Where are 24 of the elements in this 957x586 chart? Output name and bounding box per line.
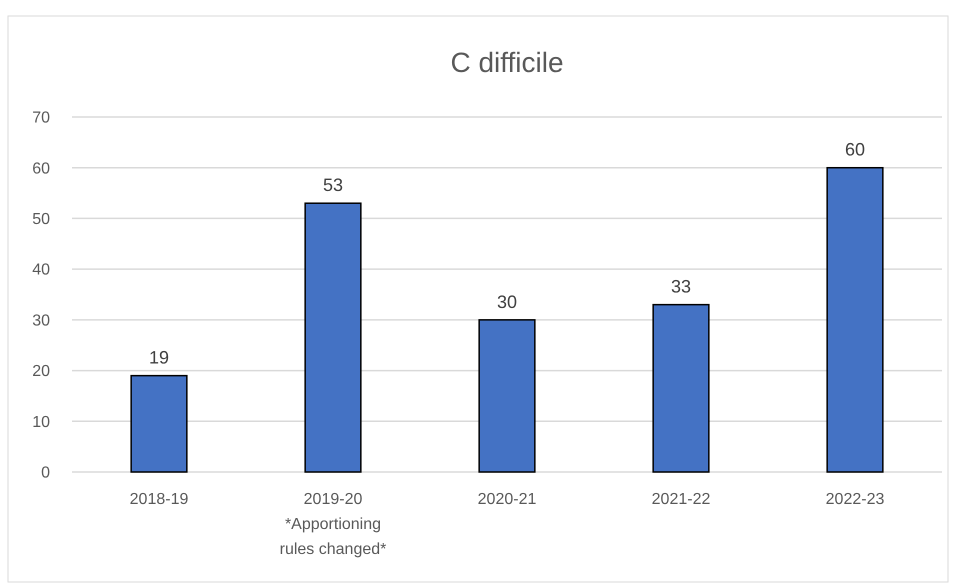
y-tick-label: 50: [32, 211, 50, 228]
bar: [130, 374, 188, 473]
x-tick-label: 2020-21: [478, 491, 536, 508]
y-tick-label: 70: [32, 110, 50, 127]
y-tick-label: 20: [32, 363, 50, 380]
bar: [826, 166, 884, 473]
x-tick-label: 2018-19: [130, 491, 188, 508]
data-label: 60: [844, 140, 866, 160]
y-tick-label: 0: [41, 464, 50, 482]
data-label: 30: [496, 292, 518, 312]
data-label: 19: [148, 348, 170, 368]
bar: [478, 319, 536, 473]
category-label: 2019-20 *Apportioning rules changed*: [280, 491, 386, 558]
y-tick-label: 10: [32, 414, 50, 431]
y-tick-label: 40: [32, 262, 50, 279]
chart-title: C difficile: [450, 47, 564, 78]
bar: [304, 202, 362, 473]
data-label: 53: [322, 175, 344, 196]
x-tick-label: 2022-23: [826, 491, 884, 508]
x-tick-label: 2021-22: [652, 491, 710, 508]
bar: [652, 304, 710, 473]
y-tick-label: 60: [32, 160, 50, 178]
data-label: 33: [670, 276, 692, 297]
y-tick-label: 30: [32, 312, 50, 330]
